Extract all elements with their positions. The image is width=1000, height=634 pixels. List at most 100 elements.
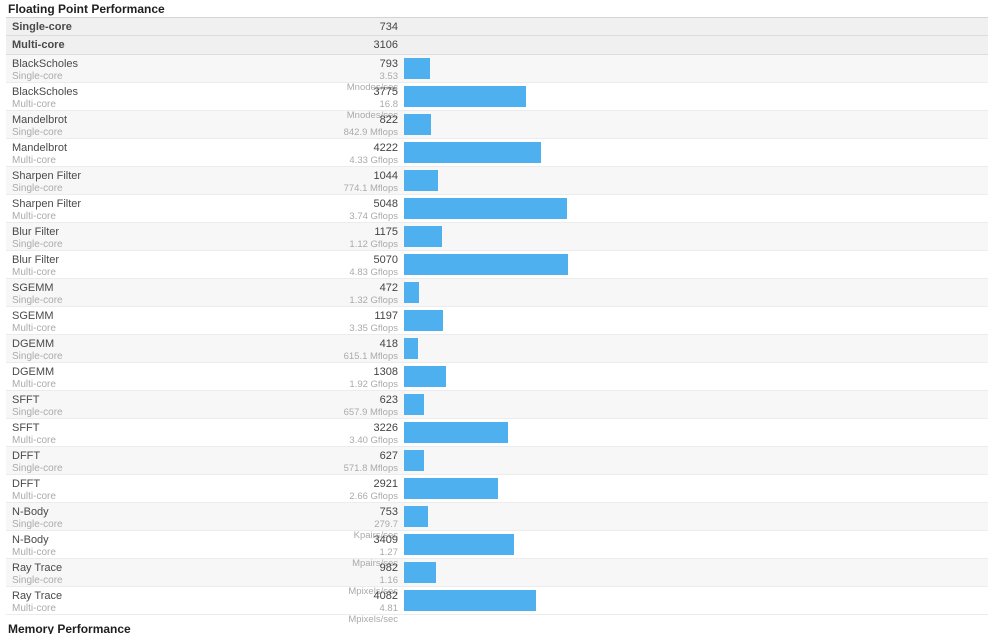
benchmark-row: N-Body Multi-core 3409 1.27 Mpairs/sec [6,531,988,569]
benchmark-row: SFFT Multi-core 3226 3.40 Gflops [6,419,988,447]
summary-score: 734 [379,20,398,33]
benchmark-rate: 4.81 Mpixels/sec [348,603,398,625]
benchmark-score: 3775 [373,86,398,98]
benchmark-score-cell: 418 615.1 Mflops [336,335,398,362]
benchmark-name: DGEMM [12,366,55,378]
benchmark-mode: Single-core [12,71,63,82]
benchmark-row: DFFT Single-core 627 571.8 Mflops [6,447,988,475]
benchmark-score-cell: 1175 1.12 Gflops [336,223,398,250]
score-bar [404,310,443,331]
benchmark-row: Sharpen Filter Single-core 1044 774.1 Mf… [6,167,988,195]
benchmark-score: 822 [379,114,398,126]
benchmark-name-cell: Ray Trace Single-core [6,559,336,586]
benchmark-mode: Multi-core [12,267,56,278]
score-bar [404,226,442,247]
benchmark-bar-cell [398,531,988,558]
benchmark-name-cell: SFFT Multi-core [6,419,336,446]
benchmark-score-cell: 982 1.16 Mpixels/sec [336,559,398,597]
benchmark-bar-cell [398,167,988,194]
score-bar [404,534,514,555]
benchmark-mode: Multi-core [12,323,56,334]
benchmark-score: 1044 [373,170,398,182]
benchmark-rate: 571.8 Mflops [343,463,398,474]
benchmark-mode: Single-core [12,407,63,418]
benchmark-score-cell: 1044 774.1 Mflops [336,167,398,194]
benchmark-mode: Single-core [12,127,63,138]
benchmark-bar-cell [398,419,988,446]
benchmark-rate: 1.12 Gflops [349,239,398,250]
benchmark-bar-cell [398,391,988,418]
floating-point-table: Single-core 734 Multi-core 3106 BlackSch… [6,17,988,625]
benchmark-score-cell: 4082 4.81 Mpixels/sec [336,587,398,625]
next-section-title: Memory Performance [8,622,131,634]
benchmark-score: 753 [379,506,398,518]
benchmark-mode: Single-core [12,463,63,474]
benchmark-row: DGEMM Multi-core 1308 1.92 Gflops [6,363,988,391]
benchmark-name: N-Body [12,534,49,546]
summary-row-multi-core: Multi-core 3106 [6,36,988,55]
summary-label: Single-core [12,20,72,33]
benchmark-name-cell: SGEMM Multi-core [6,307,336,334]
benchmark-score: 4222 [373,142,398,154]
score-bar [404,366,446,387]
benchmark-name-cell: DGEMM Multi-core [6,363,336,390]
benchmark-mode: Single-core [12,239,63,250]
score-bar [404,338,418,359]
benchmark-score-cell: 1197 3.35 Gflops [336,307,398,334]
benchmark-name-cell: Sharpen Filter Multi-core [6,195,336,222]
score-bar [404,114,431,135]
benchmark-name: SGEMM [12,310,54,322]
benchmark-name: Sharpen Filter [12,198,82,210]
score-bar [404,478,498,499]
benchmark-bar-cell [398,55,988,82]
benchmark-rate: 4.83 Gflops [349,267,398,278]
score-bar [404,562,436,583]
benchmark-rate: 3.74 Gflops [349,211,398,222]
benchmark-score: 5048 [373,198,398,210]
summary-row-single-core: Single-core 734 [6,17,988,36]
benchmark-name-cell: SFFT Single-core [6,391,336,418]
score-bar [404,506,428,527]
benchmark-score-cell: 2921 2.66 Gflops [336,475,398,502]
benchmark-row: SGEMM Multi-core 1197 3.35 Gflops [6,307,988,335]
benchmark-row: Blur Filter Multi-core 5070 4.83 Gflops [6,251,988,279]
benchmark-row: DGEMM Single-core 418 615.1 Mflops [6,335,988,363]
benchmark-score: 627 [379,450,398,462]
benchmark-name: DFFT [12,450,41,462]
benchmark-bar-cell [398,559,988,586]
score-bar [404,590,536,611]
benchmark-bar-cell [398,251,988,278]
benchmark-rate: 279.7 Kpairs/sec [353,519,398,541]
benchmark-name: BlackScholes [12,86,79,98]
benchmark-score: 3226 [373,422,398,434]
score-bar [404,142,541,163]
score-bar [404,86,526,107]
benchmark-bar-cell [398,503,988,530]
benchmark-bar-cell [398,83,988,110]
benchmark-name-cell: N-Body Single-core [6,503,336,530]
benchmark-name-cell: DFFT Single-core [6,447,336,474]
benchmark-rate: 3.53 Mnodes/sec [346,71,398,93]
benchmark-name-cell: Blur Filter Multi-core [6,251,336,278]
benchmark-mode: Multi-core [12,155,56,166]
benchmark-rate: 1.16 Mpixels/sec [348,575,398,597]
benchmark-row: Mandelbrot Single-core 822 842.9 Mflops [6,111,988,139]
benchmark-score-cell: 623 657.9 Mflops [336,391,398,418]
benchmark-bar-cell [398,363,988,390]
benchmark-name-cell: DGEMM Single-core [6,335,336,362]
benchmark-mode: Multi-core [12,99,56,110]
benchmark-mode: Multi-core [12,435,56,446]
benchmark-score-cell: 822 842.9 Mflops [336,111,398,138]
benchmark-name: Ray Trace [12,590,63,602]
benchmark-rate: 615.1 Mflops [343,351,398,362]
benchmark-score-cell: 3226 3.40 Gflops [336,419,398,446]
score-bar [404,422,508,443]
summary-score: 3106 [373,39,398,51]
score-bar [404,58,430,79]
benchmark-score: 793 [379,58,398,70]
benchmark-name-cell: BlackScholes Multi-core [6,83,336,110]
benchmark-score: 418 [379,338,398,350]
benchmark-score-cell: 1308 1.92 Gflops [336,363,398,390]
score-bar [404,254,568,275]
